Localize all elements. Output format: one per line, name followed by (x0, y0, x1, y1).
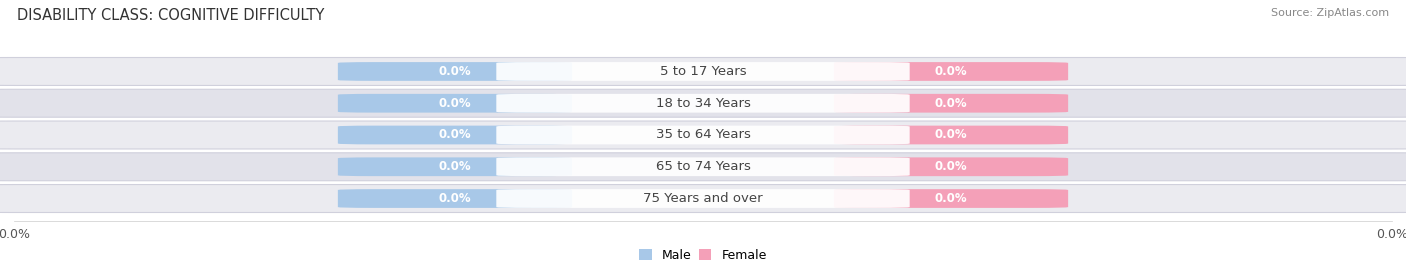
FancyBboxPatch shape (0, 58, 1406, 85)
FancyBboxPatch shape (337, 126, 572, 144)
Text: 0.0%: 0.0% (439, 65, 471, 78)
Text: 0.0%: 0.0% (439, 192, 471, 205)
FancyBboxPatch shape (834, 126, 1069, 144)
FancyBboxPatch shape (337, 94, 572, 113)
FancyBboxPatch shape (0, 153, 1406, 181)
Text: 75 Years and over: 75 Years and over (643, 192, 763, 205)
Text: 5 to 17 Years: 5 to 17 Years (659, 65, 747, 78)
FancyBboxPatch shape (0, 121, 1406, 149)
Text: 0.0%: 0.0% (439, 97, 471, 110)
FancyBboxPatch shape (834, 157, 1069, 176)
Text: 0.0%: 0.0% (439, 160, 471, 173)
FancyBboxPatch shape (496, 62, 910, 81)
FancyBboxPatch shape (834, 189, 1069, 208)
FancyBboxPatch shape (337, 189, 572, 208)
Text: 0.0%: 0.0% (935, 160, 967, 173)
Text: 0.0%: 0.0% (935, 192, 967, 205)
FancyBboxPatch shape (0, 89, 1406, 117)
FancyBboxPatch shape (496, 126, 910, 144)
FancyBboxPatch shape (834, 62, 1069, 81)
Text: 18 to 34 Years: 18 to 34 Years (655, 97, 751, 110)
FancyBboxPatch shape (337, 157, 572, 176)
Text: 0.0%: 0.0% (935, 97, 967, 110)
Text: 0.0%: 0.0% (935, 129, 967, 141)
FancyBboxPatch shape (834, 94, 1069, 113)
Text: 0.0%: 0.0% (935, 65, 967, 78)
FancyBboxPatch shape (496, 189, 910, 208)
FancyBboxPatch shape (496, 157, 910, 176)
FancyBboxPatch shape (0, 185, 1406, 212)
Legend: Male, Female: Male, Female (634, 244, 772, 267)
FancyBboxPatch shape (496, 94, 910, 113)
Text: DISABILITY CLASS: COGNITIVE DIFFICULTY: DISABILITY CLASS: COGNITIVE DIFFICULTY (17, 8, 325, 23)
Text: Source: ZipAtlas.com: Source: ZipAtlas.com (1271, 8, 1389, 18)
Text: 65 to 74 Years: 65 to 74 Years (655, 160, 751, 173)
Text: 0.0%: 0.0% (439, 129, 471, 141)
Text: 35 to 64 Years: 35 to 64 Years (655, 129, 751, 141)
FancyBboxPatch shape (337, 62, 572, 81)
